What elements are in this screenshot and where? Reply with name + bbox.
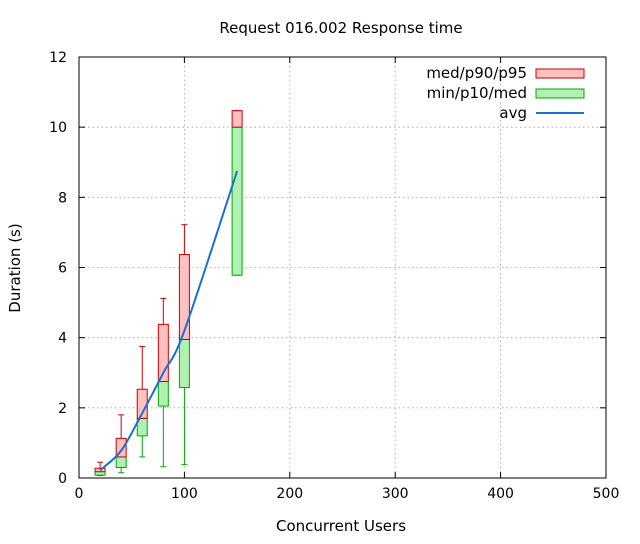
box-upper [157,297,169,383]
box-p10-med [94,471,106,476]
box-med-p90 [157,323,169,383]
x-tick-label: 300 [382,486,409,502]
box-med-p90 [178,254,190,340]
box-lower [136,417,148,458]
box-upper [178,224,190,340]
box-med-p90 [231,110,243,128]
legend-label: med/p90/p95 [426,64,527,82]
box-p10-med [157,381,169,407]
box-lower [94,471,106,477]
legend: med/p90/p95 min/p10/med avg [426,64,585,122]
x-tick-label: 100 [171,486,198,502]
x-tick-label: 400 [487,486,514,502]
box-lower [115,456,127,474]
y-tick-label: 6 [58,261,67,277]
avg-line [99,170,239,472]
legend-swatch [535,68,585,79]
x-tick-label: 200 [276,486,303,502]
box-lower [231,126,243,276]
legend-label: min/p10/med [427,84,527,102]
x-tick-label: 0 [75,486,84,502]
chart-title: Request 016.002 Response time [219,19,462,37]
y-tick-label: 10 [49,120,67,136]
y-tick-label: 12 [49,50,67,66]
legend-label: avg [499,104,527,122]
box-med-p90 [115,437,127,458]
box-p10-med [231,126,243,276]
legend-swatch [535,88,585,99]
box-lower [157,381,169,468]
legend-item: med/p90/p95 [426,64,585,82]
axes: 0 100 200 300 400 500 0 2 4 6 8 10 12 [49,50,619,502]
y-tick-label: 0 [58,471,67,487]
y-tick-label: 8 [58,190,67,206]
box-p10-med [178,338,190,388]
y-tick-label: 4 [58,331,67,347]
legend-item: avg [499,104,584,122]
legend-item: min/p10/med [427,84,585,102]
box-p10-med [115,456,127,468]
x-tick-label: 500 [593,486,620,502]
box-upper [115,414,127,458]
box-upper [231,110,243,128]
x-axis-label: Concurrent Users [276,517,406,535]
y-axis-label: Duration (s) [6,223,24,312]
plot-area [94,110,243,477]
y-tick-label: 2 [58,401,67,417]
box-lower [178,338,190,466]
